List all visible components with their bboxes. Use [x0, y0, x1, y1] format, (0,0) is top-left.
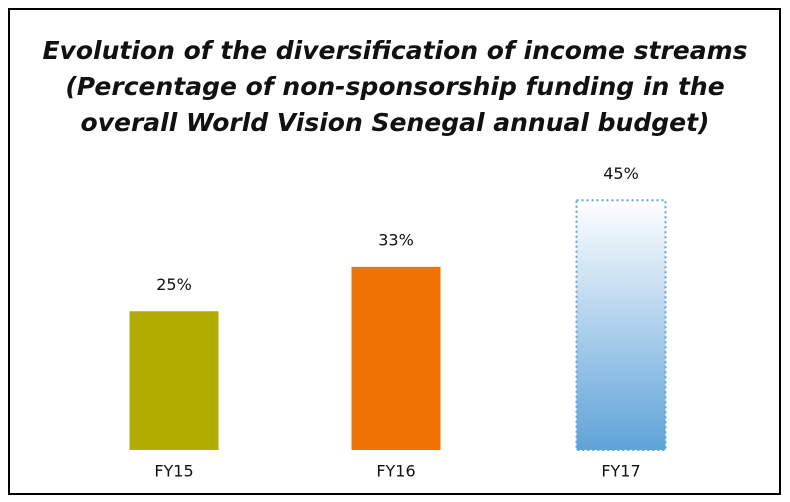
x-tick-label: FY16	[376, 462, 415, 481]
bar	[575, 199, 667, 451]
value-label: 33%	[378, 230, 414, 249]
chart-title: Evolution of the diversification of inco…	[42, 36, 747, 65]
x-tick-label: FY15	[154, 462, 193, 481]
value-label: 45%	[603, 164, 639, 183]
value-label: 25%	[156, 275, 192, 294]
bar	[351, 266, 441, 450]
chart-title: overall World Vision Senegal annual budg…	[81, 108, 710, 137]
bar	[129, 311, 219, 450]
chart-title: (Percentage of non-sponsorship funding i…	[65, 72, 724, 101]
x-tick-label: FY17	[601, 462, 640, 481]
